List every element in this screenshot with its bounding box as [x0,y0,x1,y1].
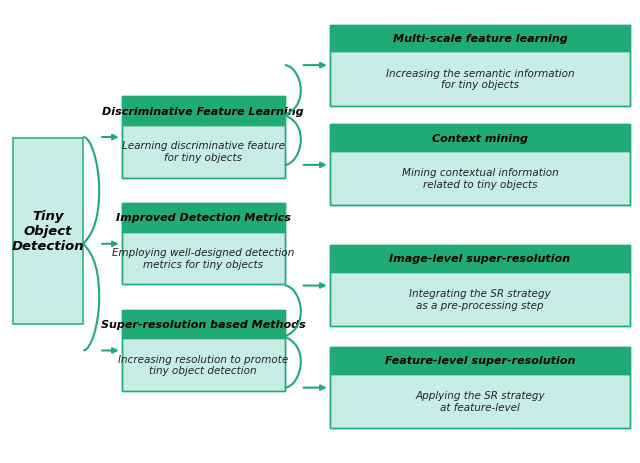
FancyBboxPatch shape [330,347,630,374]
Text: Mining contextual information
related to tiny objects: Mining contextual information related to… [402,168,558,190]
FancyBboxPatch shape [330,272,630,326]
Text: Employing well-designed detection
metrics for tiny objects: Employing well-designed detection metric… [112,248,294,269]
FancyBboxPatch shape [330,152,630,206]
FancyBboxPatch shape [330,125,630,152]
Text: Image-level super-resolution: Image-level super-resolution [389,254,571,264]
Text: Context mining: Context mining [432,133,528,144]
Text: Multi-scale feature learning: Multi-scale feature learning [392,34,568,44]
FancyBboxPatch shape [330,52,630,106]
Text: Learning discriminative feature
for tiny objects: Learning discriminative feature for tiny… [122,141,285,163]
Text: Super-resolution based Methods: Super-resolution based Methods [101,319,305,329]
FancyBboxPatch shape [330,245,630,272]
FancyBboxPatch shape [122,338,285,391]
Text: Feature-level super-resolution: Feature-level super-resolution [385,356,575,366]
Text: Improved Detection Metrics: Improved Detection Metrics [116,213,291,223]
Text: Tiny
Object
Detection: Tiny Object Detection [12,210,84,253]
FancyBboxPatch shape [122,125,285,178]
Text: Discriminative Feature Learning: Discriminative Feature Learning [102,106,304,116]
Text: Increasing the semantic information
for tiny objects: Increasing the semantic information for … [386,69,574,90]
FancyBboxPatch shape [122,204,285,232]
Text: Integrating the SR strategy
as a pre-processing step: Integrating the SR strategy as a pre-pro… [409,288,551,310]
Text: Applying the SR strategy
at feature-level: Applying the SR strategy at feature-leve… [415,390,545,412]
Text: Increasing resolution to promote
tiny object detection: Increasing resolution to promote tiny ob… [118,354,289,375]
FancyBboxPatch shape [122,97,285,125]
FancyBboxPatch shape [122,232,285,285]
FancyBboxPatch shape [13,139,83,324]
FancyBboxPatch shape [330,374,630,428]
FancyBboxPatch shape [122,310,285,338]
FancyBboxPatch shape [330,25,630,52]
